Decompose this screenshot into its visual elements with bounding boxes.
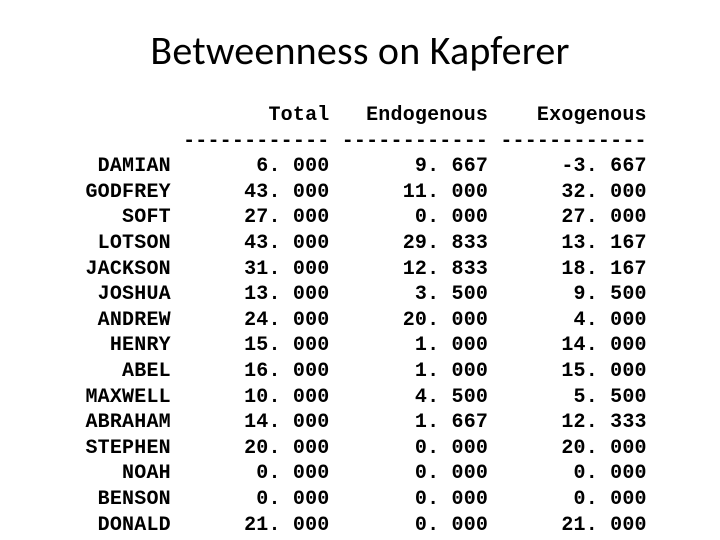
page-title: Betweenness on Kapferer	[0, 26, 720, 75]
slide: Betweenness on Kapferer Total Endogenous…	[0, 0, 720, 540]
data-table: Total Endogenous Exogenous ------------ …	[73, 103, 647, 538]
table-wrap: Total Endogenous Exogenous ------------ …	[0, 103, 720, 538]
